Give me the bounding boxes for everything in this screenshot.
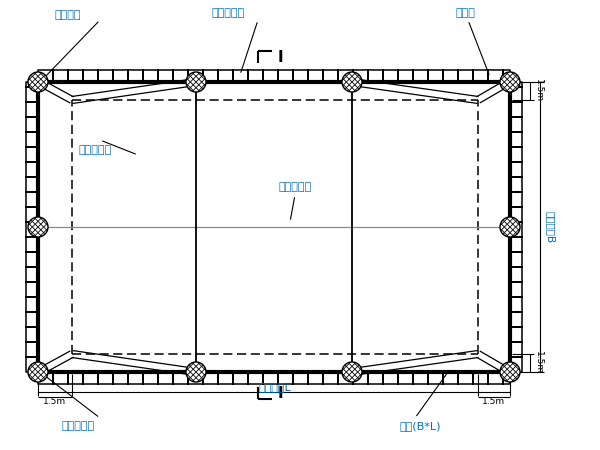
Text: 承台(B*L): 承台(B*L) xyxy=(399,421,441,431)
Text: 1.5m: 1.5m xyxy=(43,397,67,406)
Circle shape xyxy=(500,72,520,92)
Circle shape xyxy=(186,72,206,92)
Text: 钓导框横联: 钓导框横联 xyxy=(278,182,311,192)
Text: I: I xyxy=(277,386,283,400)
Circle shape xyxy=(28,362,48,382)
Text: 承台宽度B: 承台宽度B xyxy=(545,211,555,243)
Text: 钓导框斜联: 钓导框斜联 xyxy=(79,145,112,155)
Text: I: I xyxy=(277,50,283,64)
Text: 定位钓管桶: 定位钓管桶 xyxy=(61,421,95,431)
Text: 钓导框: 钓导框 xyxy=(455,8,475,18)
Circle shape xyxy=(28,72,48,92)
Text: 1.5m: 1.5m xyxy=(482,397,506,406)
Text: 1.5m: 1.5m xyxy=(533,80,542,103)
Circle shape xyxy=(500,217,520,237)
Circle shape xyxy=(342,72,362,92)
Text: 承台长度L: 承台长度L xyxy=(259,382,292,392)
Circle shape xyxy=(500,362,520,382)
Text: 1.5m: 1.5m xyxy=(533,351,542,374)
Circle shape xyxy=(186,362,206,382)
Text: 钓板桶围堰: 钓板桶围堰 xyxy=(211,8,245,18)
Circle shape xyxy=(28,217,48,237)
Circle shape xyxy=(342,362,362,382)
Text: 特制角桶: 特制角桶 xyxy=(55,10,81,20)
